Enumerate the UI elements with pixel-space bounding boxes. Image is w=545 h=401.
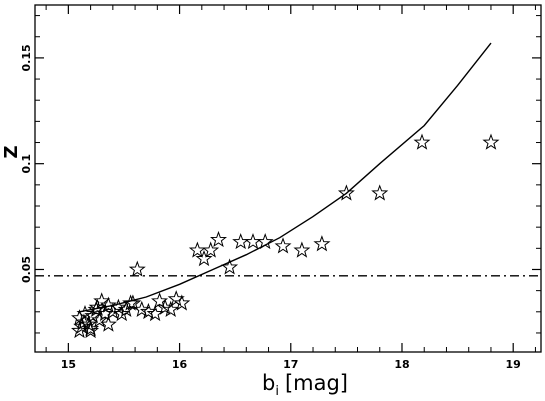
star-point [244, 233, 262, 250]
star-point [195, 249, 213, 267]
star-point [122, 294, 140, 311]
star-point [109, 298, 127, 315]
star-point [96, 304, 114, 322]
star-point [274, 237, 292, 254]
model-curve [79, 42, 492, 313]
star-point [99, 296, 117, 313]
star-point [75, 313, 93, 330]
star-point [156, 298, 174, 315]
x-axis-title: bi [mag] [262, 371, 348, 399]
data-marks [35, 42, 541, 339]
star-point [82, 321, 100, 339]
star-point [232, 233, 250, 250]
x-tick-label: 15 [61, 358, 76, 371]
plot-frame [34, 4, 542, 353]
star-point [371, 184, 389, 201]
star-point [221, 258, 239, 275]
star-point [151, 292, 169, 309]
star-point [210, 230, 228, 248]
star-point [293, 241, 311, 258]
x-axis-title-subscript: i [275, 384, 279, 399]
y-axis-title: Z [1, 145, 22, 158]
star-point [146, 304, 164, 322]
star-point [93, 292, 111, 309]
star-point [99, 315, 117, 332]
star-point [71, 309, 88, 326]
star-point [162, 300, 180, 317]
star-point [88, 298, 106, 315]
y-tick-label: 0.1 [20, 154, 33, 174]
star-point [202, 241, 220, 258]
star-point [482, 133, 500, 150]
star-point [256, 233, 274, 250]
star-point [337, 184, 355, 201]
y-tick-label: 0.05 [20, 256, 33, 283]
x-axis-title-main: b [262, 371, 275, 395]
star-point [413, 133, 431, 150]
x-tick-label: 19 [506, 358, 521, 371]
star-point [113, 304, 131, 322]
star-point [90, 311, 109, 328]
y-tick-label: 0.15 [20, 44, 33, 71]
star-point [188, 241, 206, 258]
x-tick-label: 16 [172, 358, 188, 371]
x-tick-label: 18 [394, 358, 409, 371]
star-point [104, 302, 122, 320]
x-axis-title-unit: [mag] [285, 371, 348, 395]
star-point [313, 235, 331, 252]
x-tick-label: 17 [283, 358, 298, 371]
star-point [173, 294, 191, 311]
star-point [128, 260, 146, 277]
axis-ticks: 15 16 17 18 19 0.05 0.1 0.15 [20, 5, 541, 371]
